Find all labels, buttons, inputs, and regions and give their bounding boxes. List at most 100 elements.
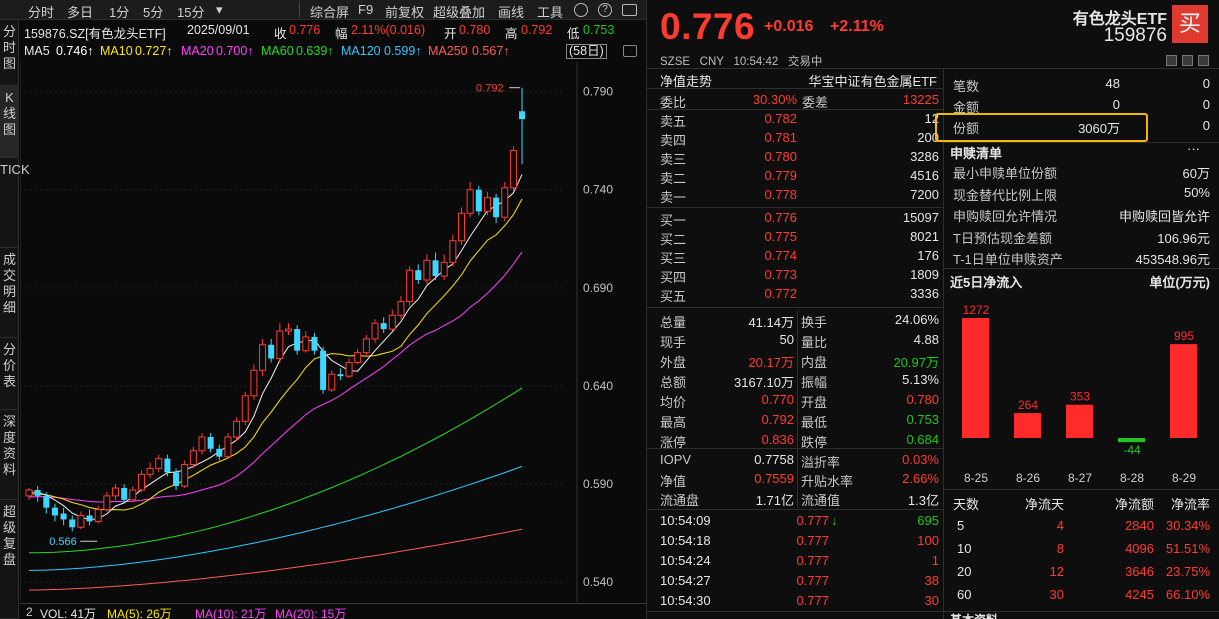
- toolbar-overlay[interactable]: 超级叠加: [433, 5, 486, 20]
- price-tick-label: 0.690: [583, 281, 613, 295]
- iopv-label: 流通盘: [660, 493, 700, 508]
- candle-body: [189, 450, 197, 465]
- flow-cell: 23.75%: [1165, 564, 1210, 579]
- quote-meta: SZSE CNY 10:54:42 交易中: [660, 53, 822, 69]
- help-icon[interactable]: ?: [598, 3, 612, 17]
- buy-button[interactable]: 买: [1172, 5, 1208, 43]
- stat-label: 现手: [660, 335, 687, 350]
- inflow-bar: [1066, 404, 1093, 438]
- shares-highlight: [935, 113, 1148, 142]
- ma60-line: [28, 387, 523, 554]
- candle-body: [440, 261, 448, 277]
- price-tick-label: 0.640: [583, 379, 613, 393]
- tab-minute[interactable]: 分时: [28, 5, 55, 20]
- more-icon[interactable]: [1198, 55, 1209, 66]
- open-label: 开: [444, 27, 457, 41]
- stat-label: 内盘: [801, 355, 828, 370]
- bid-volume: 8021: [910, 229, 939, 244]
- stat-label: 总额: [660, 375, 687, 390]
- ma60-label: MA60: [261, 44, 294, 58]
- candle-body: [397, 301, 405, 316]
- stat-label: 最高: [660, 415, 687, 430]
- flow-cell: 30.34%: [1165, 518, 1210, 533]
- inflow-date-label: 8-26: [1016, 471, 1040, 485]
- candle-body: [146, 467, 154, 475]
- side-tab-replay[interactable]: 超级复盘: [0, 500, 19, 619]
- redeem-more-icon[interactable]: ···: [1187, 141, 1200, 156]
- redeem-value: 申购赎回皆允许: [1118, 209, 1210, 224]
- redeem-label: T-1日单位申赎资产: [953, 252, 1063, 267]
- side-tab-kline[interactable]: K线图: [0, 86, 19, 158]
- flow-cell: 4245: [1125, 587, 1154, 602]
- toolbar-forward-adjust[interactable]: 前复权: [385, 5, 425, 20]
- stat-label: 外盘: [660, 355, 687, 370]
- count-value-2: 0: [1202, 76, 1210, 91]
- kline-chart[interactable]: 0.790 0.740 0.690 0.640 0.590 0.540 0.792 0.566: [20, 62, 646, 602]
- candle-body: [198, 436, 206, 452]
- iopv-value: 0.03%: [902, 452, 939, 467]
- basic-info-label[interactable]: 基本资料: [950, 611, 998, 619]
- candle-body: [34, 489, 41, 496]
- candle-body: [241, 395, 249, 422]
- bid-volume: 176: [917, 248, 939, 263]
- candle-body: [86, 515, 93, 522]
- tick-volume: 100: [917, 533, 939, 548]
- side-tab-depth[interactable]: 深度资料: [0, 410, 19, 500]
- ma5-value: 0.746↑: [56, 44, 94, 58]
- side-tab-tick[interactable]: TICK: [0, 158, 30, 248]
- stat-label: 跌停: [801, 435, 828, 450]
- tab-1min[interactable]: 1分: [109, 5, 130, 20]
- stat-label: 最低: [801, 415, 828, 430]
- ma120-value: 0.599↑: [384, 44, 422, 58]
- iopv-label: 溢折率: [801, 455, 841, 470]
- side-tab-trades[interactable]: 成交明细: [0, 248, 19, 338]
- side-tab-price-table[interactable]: 分价表: [0, 338, 19, 410]
- tab-15min[interactable]: 15分: [177, 5, 205, 20]
- tab-multi-day[interactable]: 多日: [67, 5, 94, 20]
- candle-body: [302, 336, 310, 352]
- side-tab-timeshare[interactable]: 分时图: [0, 20, 19, 86]
- inflow-date-label: 8-27: [1068, 471, 1092, 485]
- bid-label: 买一: [660, 213, 687, 228]
- stat-value: 0.753: [906, 412, 939, 427]
- order-ratio-value: 30.30%: [752, 92, 797, 107]
- candle-body: [285, 328, 292, 332]
- ma10-line: [28, 198, 523, 511]
- candle-body: [250, 369, 258, 397]
- inflow-value-label: 1272: [963, 303, 990, 317]
- iopv-value: 0.7559: [754, 471, 794, 486]
- toolbar-tools[interactable]: 工具: [537, 5, 564, 20]
- candle-body: [43, 495, 50, 508]
- kline-panel: 分时 多日 1分 5分 15分 ▾ 综合屏 F9 前复权 超级叠加 画线 工具 …: [0, 0, 646, 619]
- period-dropdown-icon[interactable]: ▾: [216, 2, 223, 17]
- nav-trend-label[interactable]: 净值走势: [660, 74, 713, 89]
- toolbar-multi-screen[interactable]: 综合屏: [310, 5, 350, 20]
- stat-value: 0.770: [761, 392, 794, 407]
- toolbar-f9[interactable]: F9: [358, 2, 374, 17]
- settings-icon[interactable]: [574, 3, 588, 17]
- tick-volume: 695: [917, 513, 939, 528]
- candle-body: [466, 189, 474, 214]
- ma120-line: [28, 465, 523, 571]
- candle-body: [259, 344, 267, 371]
- candle-body: [337, 374, 344, 377]
- ma10-value: 0.727↑: [135, 44, 173, 58]
- inflow-value-label: 353: [1070, 390, 1090, 404]
- price-change-pct: +2.11%: [830, 18, 884, 35]
- volume-ma5: MA(5): 26万: [107, 607, 172, 619]
- window-icon[interactable]: [622, 4, 637, 16]
- inflow-date-label: 8-28: [1120, 471, 1144, 485]
- bid-price: 0.772: [764, 286, 797, 301]
- candle-body: [423, 259, 431, 281]
- hide-ma-icon[interactable]: [623, 45, 637, 57]
- toolbar-draw-line[interactable]: 画线: [498, 5, 525, 20]
- tab-5min[interactable]: 5分: [143, 5, 164, 20]
- count-value: 48: [1105, 76, 1120, 91]
- tick-price: 0.777: [796, 553, 829, 568]
- edit-icon[interactable]: [1166, 55, 1177, 66]
- tick-price: 0.777: [796, 593, 829, 608]
- link-icon[interactable]: [1182, 55, 1193, 66]
- period-badge[interactable]: (58日): [566, 44, 607, 59]
- side-tabs: 分时图 K线图 TICK 成交明细 分价表 深度资料 超级复盘: [0, 20, 30, 619]
- stat-value: 50: [779, 332, 794, 347]
